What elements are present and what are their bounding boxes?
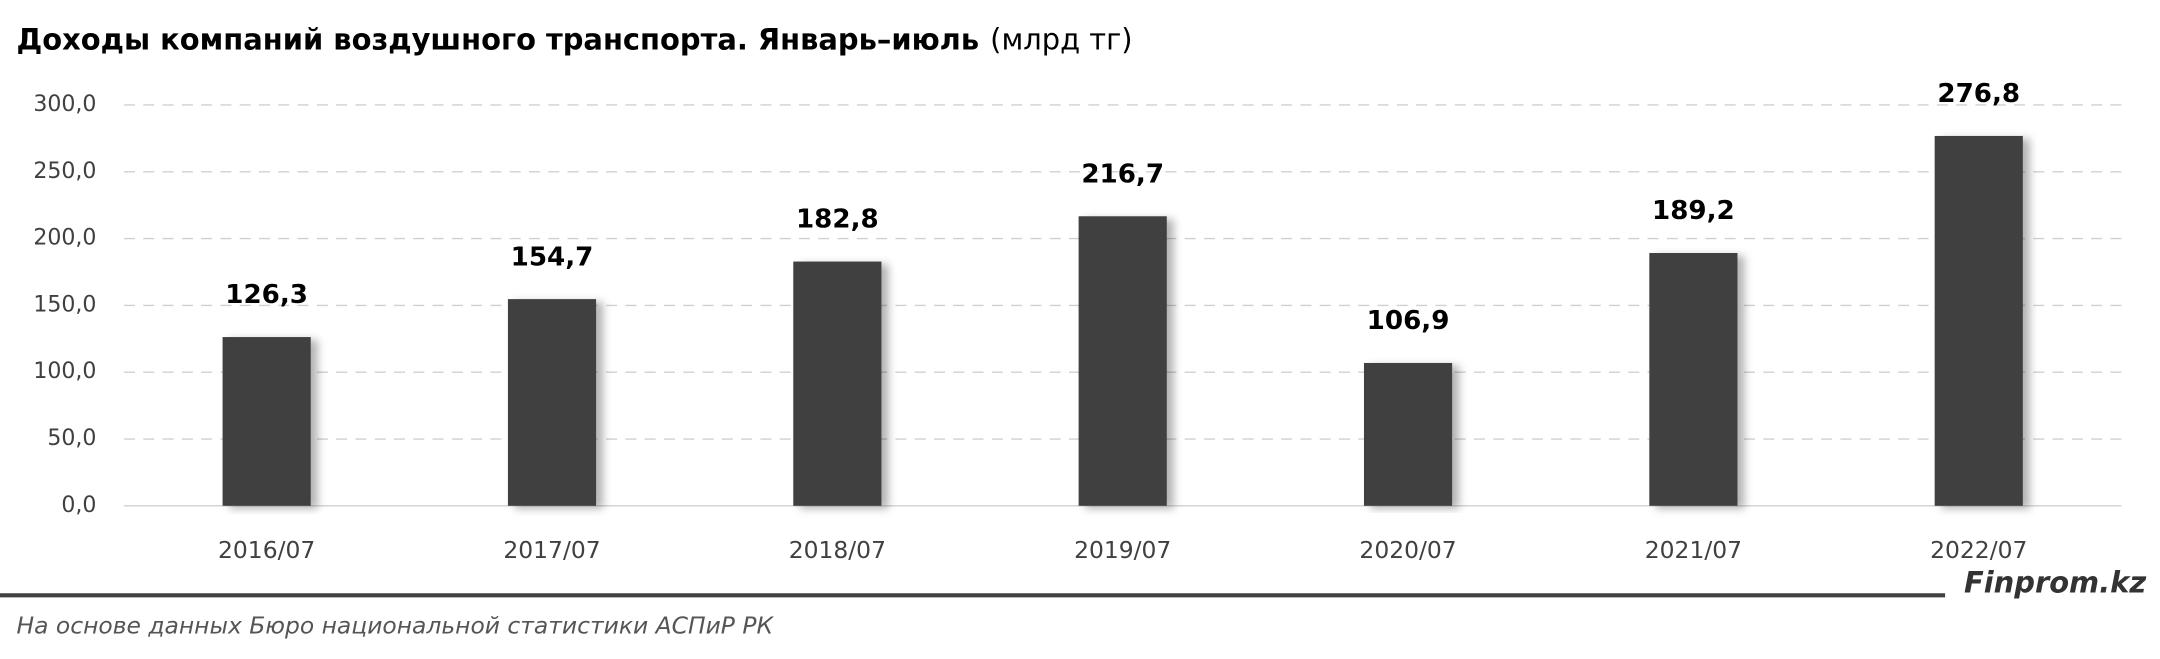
x-tick-label: 2016/07 xyxy=(218,536,315,564)
bar xyxy=(1934,135,2023,506)
value-label: 189,2 xyxy=(1652,196,1735,226)
y-tick-label: 150,0 xyxy=(33,292,96,317)
brand: Finprom.kz xyxy=(1964,565,2146,599)
bar xyxy=(793,261,882,506)
x-tick-label: 2021/07 xyxy=(1645,536,1742,564)
x-tick-label: 2019/07 xyxy=(1074,536,1171,564)
value-label: 182,8 xyxy=(796,205,879,235)
y-tick-label: 300,0 xyxy=(33,92,96,117)
x-tick-label: 2018/07 xyxy=(789,536,886,564)
bar xyxy=(1649,253,1738,506)
x-tick-label: 2022/07 xyxy=(1930,536,2027,564)
y-tick-label: 250,0 xyxy=(33,159,96,184)
value-label: 216,7 xyxy=(1081,159,1164,189)
title-main: Доходы компаний воздушного транспорта. Я… xyxy=(17,23,980,57)
value-label: 106,9 xyxy=(1367,306,1450,336)
source-note: На основе данных Бюро национальной стати… xyxy=(17,612,775,640)
y-tick-label: 200,0 xyxy=(33,226,96,251)
value-label: 154,7 xyxy=(511,242,594,272)
bar xyxy=(507,299,597,506)
value-label: 126,3 xyxy=(225,280,308,310)
x-tick-label: 2020/07 xyxy=(1359,536,1456,564)
bar xyxy=(1363,362,1453,506)
x-tick-label: 2017/07 xyxy=(503,536,600,564)
y-tick-label: 0,0 xyxy=(61,493,96,518)
y-tick-label: 50,0 xyxy=(47,426,96,451)
value-label: 276,8 xyxy=(1937,79,2020,109)
bar xyxy=(222,337,311,506)
chart-title: Доходы компаний воздушного транспорта. Я… xyxy=(17,23,1133,57)
bar xyxy=(1078,216,1167,506)
title-unit: (млрд тг) xyxy=(990,23,1132,57)
y-tick-label: 100,0 xyxy=(33,359,96,384)
